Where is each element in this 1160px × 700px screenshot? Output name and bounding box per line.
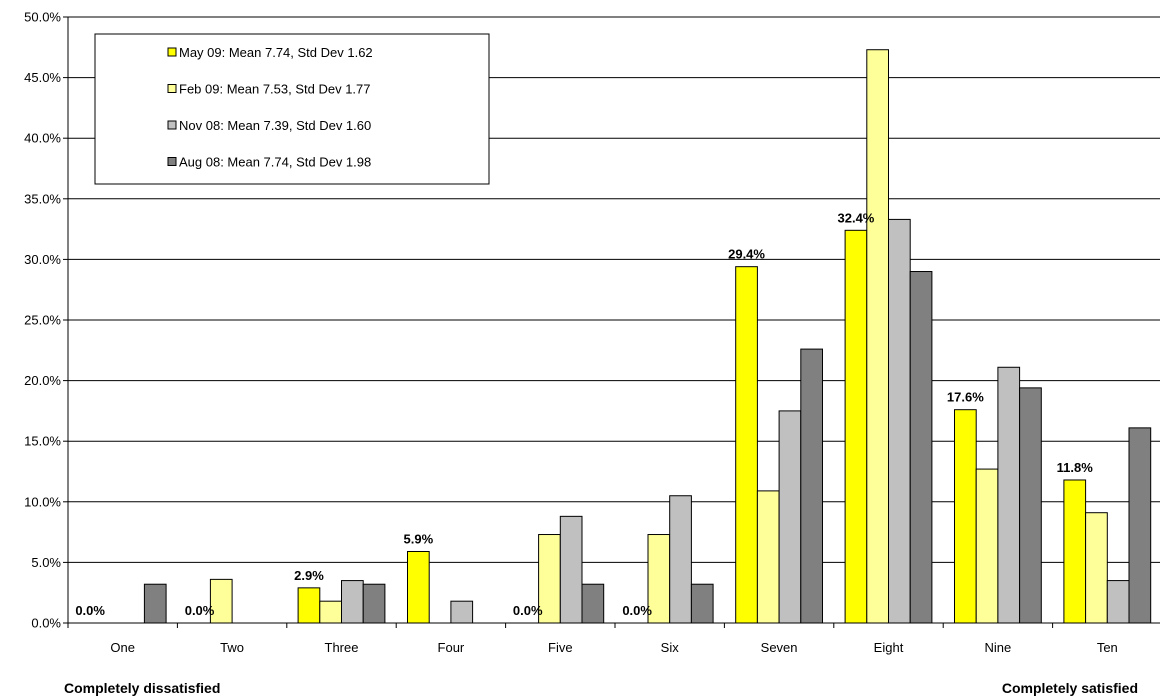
bar [559,515,583,624]
x-tick-label: Eight [874,640,904,655]
legend: May 09: Mean 7.74, Std Dev 1.62 Feb 09: M… [94,33,490,185]
bar [362,583,386,624]
legend-swatch [167,157,177,166]
bar [954,409,977,624]
data-label: 29.4% [728,247,765,262]
legend-label: Aug 08: Mean 7.74, Std Dev 1.98 [179,155,371,170]
legend-swatch [167,84,177,93]
x-tick-label: Three [325,640,359,655]
bar [975,468,999,624]
footer-right-label: Completely satisfied [1001,680,1138,696]
bar [319,600,342,624]
bar [735,266,758,624]
bar [690,583,714,624]
bar [778,410,802,624]
data-label: 0.0% [622,603,652,618]
y-tick-label: 35.0% [24,191,61,206]
data-label: 17.6% [947,390,984,405]
data-label: 0.0% [185,603,215,618]
y-tick-label: 5.0% [31,555,61,570]
y-tick-label: 15.0% [24,434,61,449]
y-tick-label: 30.0% [24,252,61,267]
x-tick-label: Nine [985,640,1012,655]
bar [297,587,321,624]
bars [143,49,1152,624]
x-tick-label: Two [220,640,244,655]
bar [756,490,780,624]
x-tick-label: Ten [1097,640,1118,655]
data-label: 5.9% [404,531,434,546]
x-tick-label: Four [438,640,465,655]
axes: 0.0% 5.0% 10.0% 15.0% 20.0% 25.0% 30.0% 35.0% 40… [24,10,1160,655]
legend-label: May 09: Mean 7.74, Std Dev 1.62 [179,45,373,60]
grid-lines [68,16,1160,563]
y-tick-label: 10.0% [24,494,61,509]
y-tick-label: 0.0% [31,616,61,631]
legend-label: Feb 09: Mean 7.53, Std Dev 1.77 [179,82,371,97]
bar [997,366,1021,624]
bar [581,583,605,624]
legend-swatch [167,47,177,57]
bar [1085,512,1108,624]
bar [844,229,868,624]
x-tick-label: Five [548,640,573,655]
x-tick-label: Seven [761,640,798,655]
y-tick-label: 50.0% [24,10,61,25]
data-label: 2.9% [294,568,324,583]
bar [866,49,889,624]
data-labels: 0.0% 0.0% 2.9% 5.9% 0.0% 0.0% 29.4% 32.4% 17.6% 1… [75,210,1093,618]
legend-swatch [167,120,177,130]
bar [1128,427,1152,624]
y-tick-label: 40.0% [24,131,61,146]
bar [1106,580,1130,624]
data-label: 32.4% [838,210,875,225]
y-tick-label: 20.0% [24,373,61,388]
bar [407,550,430,624]
bar [1063,479,1087,624]
data-label: 11.8% [1057,460,1094,475]
bar [800,348,823,624]
data-label: 0.0% [513,603,543,618]
footer-left-label: Completely dissatisfied [64,680,221,696]
x-tick-label: One [110,640,135,655]
legend-box [94,33,490,185]
y-tick-label: 25.0% [24,313,61,328]
data-label: 0.0% [75,603,105,618]
bar [1019,387,1042,624]
bar [909,271,933,624]
bar [669,495,692,624]
bar [341,580,364,624]
legend-label: Nov 08: Mean 7.39, Std Dev 1.60 [179,118,371,133]
bar [450,600,474,624]
bar [888,218,911,624]
x-tick-label: Six [661,640,680,655]
bar [143,583,167,624]
y-tick-label: 45.0% [24,70,61,85]
